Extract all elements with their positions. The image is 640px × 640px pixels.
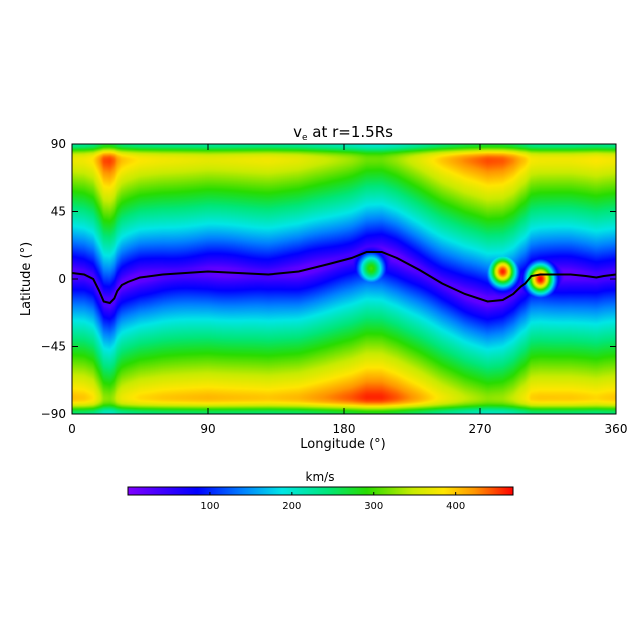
x-tick-label: 360 — [605, 422, 628, 436]
y-tick-label: −45 — [41, 340, 66, 354]
y-tick-label: −90 — [41, 407, 66, 421]
y-tick-label: 90 — [51, 137, 66, 151]
heatmap-plot-area — [72, 144, 616, 414]
y-axis-ticks: 90 45 0 −45 −90 — [41, 137, 616, 421]
neutral-line — [71, 251, 617, 305]
y-tick-label: 45 — [51, 205, 66, 219]
y-tick-label: 0 — [58, 272, 66, 286]
x-tick-label: 180 — [333, 422, 356, 436]
x-axis-label: Longitude (°) — [300, 437, 385, 452]
title-main: v — [293, 123, 302, 141]
colorbar-label: km/s — [306, 470, 335, 484]
x-tick-label: 270 — [469, 422, 492, 436]
colorbar — [127, 486, 514, 496]
colorbar-tick-label: 300 — [364, 501, 383, 512]
colorbar-ticks: 100 200 300 400 — [200, 492, 465, 512]
x-axis-ticks: 0 90 180 270 360 — [68, 144, 627, 436]
title-subscript: e — [302, 133, 308, 143]
colorbar-tick-label: 200 — [282, 501, 301, 512]
colorbar-tick-label: 100 — [200, 501, 219, 512]
x-tick-label: 90 — [200, 422, 215, 436]
x-tick-label: 0 — [68, 422, 76, 436]
y-axis-label: Latitude (°) — [19, 242, 34, 316]
colorbar-tick-label: 400 — [446, 501, 465, 512]
title-rest: at r=1.5Rs — [308, 123, 394, 141]
chart-title: ve at r=1.5Rs — [293, 123, 393, 143]
